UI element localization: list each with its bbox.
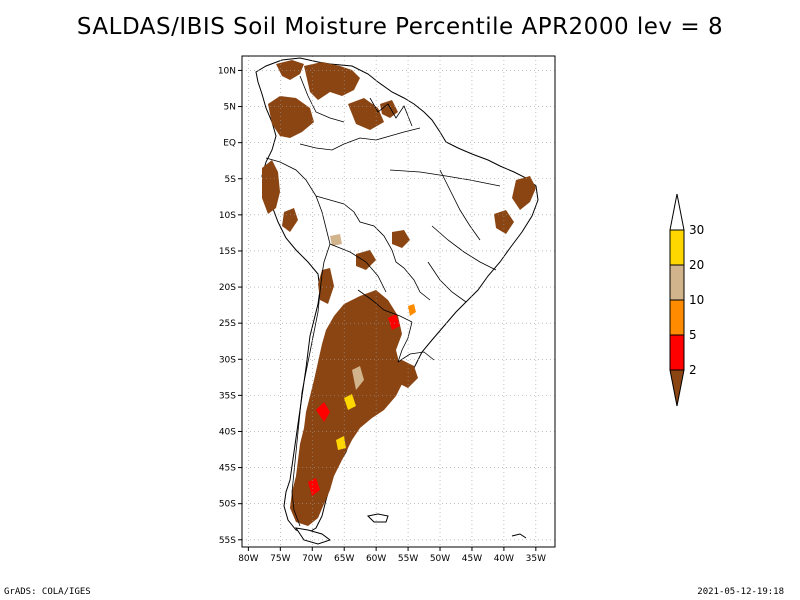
country-borders <box>265 75 501 527</box>
region-brown-uruguay <box>390 360 418 388</box>
tick-label-lon-55W: 55W <box>398 554 418 564</box>
border-brazil-states-1 <box>439 169 481 241</box>
tick-label-lat-45S: 45S <box>219 464 236 474</box>
region-brown-ne-brazil <box>512 176 536 210</box>
colorbar-bin-5-10 <box>669 299 685 336</box>
tick-label-lat-15S: 15S <box>219 247 236 257</box>
footer-timestamp: 2021-05-12-19:18 <box>697 587 784 597</box>
colorbar-bottom-arrow <box>669 369 685 407</box>
chart-title: SALDAS/IBIS Soil Moisture Percentile APR… <box>76 14 724 40</box>
colorbar-label-30: 30 <box>689 223 704 237</box>
border-argentina-brazil <box>397 321 413 363</box>
border-colombia-venezuela <box>299 75 345 123</box>
border-chile-argentina <box>291 273 323 527</box>
tick-label-lat-20S: 20S <box>219 283 236 293</box>
colorbar-label-2: 2 <box>689 363 697 377</box>
tick-label-lon-70W: 70W <box>302 554 322 564</box>
tick-label-lat-25S: 25S <box>219 319 236 329</box>
region-brown-ecuador-peru <box>262 160 280 214</box>
region-red-patagonia <box>308 478 320 496</box>
region-brown-peru-south <box>282 208 298 232</box>
colorbar-label-10: 10 <box>689 293 704 307</box>
soil-moisture-overlay <box>262 60 536 526</box>
border-brazil-states-2 <box>389 169 501 187</box>
tick-label-lat-EQ: EQ <box>223 139 236 149</box>
tick-label-lon-45W: 45W <box>462 554 482 564</box>
tick-label-lon-80W: 80W <box>238 554 258 564</box>
tick-label-lat-5S: 5S <box>225 175 237 185</box>
border-guianas <box>369 97 413 127</box>
region-brown-ne-brazil-2 <box>494 210 514 234</box>
graticule <box>242 56 555 547</box>
tick-label-lat-30S: 30S <box>219 355 236 365</box>
tick-label-lat-55S: 55S <box>219 536 236 546</box>
tick-label-lon-65W: 65W <box>334 554 354 564</box>
region-yellow-patagonia <box>336 436 346 450</box>
tick-label-lat-35S: 35S <box>219 391 236 401</box>
border-peru-bolivia <box>315 195 331 275</box>
tick-label-lon-75W: 75W <box>270 554 290 564</box>
region-brown-bolivia <box>392 230 410 248</box>
longitude-ticks: 80W 75W 70W 65W 60W 55W 50W 45W 40W 35W <box>238 547 546 564</box>
falkland-islands <box>366 513 389 523</box>
region-red-argentina <box>316 402 330 422</box>
region-yellow-pampas <box>344 394 356 410</box>
border-bolivia-paraguay <box>329 243 387 293</box>
border-argentina-paraguay <box>357 289 413 323</box>
border-uruguay <box>397 351 435 363</box>
region-brown-north <box>276 60 304 80</box>
latitude-ticks: 10N 5N EQ 5S 10S 15S 20S 25S 30S 35S 40S 45S 50S 55S <box>218 66 242 546</box>
tick-label-lat-10N: 10N <box>218 66 236 76</box>
tick-label-lon-60W: 60W <box>366 554 386 564</box>
region-tan-argentina <box>352 366 364 390</box>
border-brazil-states-4 <box>427 261 467 303</box>
colorbar-label-5: 5 <box>689 328 697 342</box>
border-brazil-states-3 <box>431 225 497 271</box>
tick-label-lon-35W: 35W <box>526 554 546 564</box>
tick-label-lat-5N: 5N <box>224 103 236 113</box>
region-red-paraguay <box>388 314 400 330</box>
tick-label-lat-50S: 50S <box>219 500 236 510</box>
map-frame <box>241 55 556 548</box>
tick-label-lon-50W: 50W <box>430 554 450 564</box>
colorbar-top-arrow <box>669 193 685 231</box>
colorbar-bin-2-5 <box>669 334 685 371</box>
region-tan-amazon <box>330 234 342 246</box>
colorbar: 30 20 10 5 2 <box>669 193 704 407</box>
colorbar-bin-20-30 <box>669 229 685 266</box>
tick-label-lat-10S: 10S <box>219 211 236 221</box>
colorbar-bin-10-20 <box>669 264 685 301</box>
tick-label-lon-40W: 40W <box>494 554 514 564</box>
region-brown-venezuela <box>304 62 360 100</box>
colorbar-label-20: 20 <box>689 258 704 272</box>
border-brazil-north <box>299 127 421 151</box>
footer-credit: GrADS: COLA/IGES <box>4 587 91 597</box>
region-brown-chaco <box>356 250 376 270</box>
east-island <box>511 533 527 539</box>
tick-label-lat-40S: 40S <box>219 427 236 437</box>
border-ecuador-peru <box>265 157 317 197</box>
region-brown-argentina <box>290 290 404 526</box>
region-orange-parana <box>408 304 416 316</box>
